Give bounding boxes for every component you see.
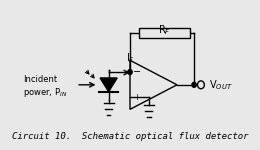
Text: I$_F$: I$_F$	[126, 51, 134, 65]
Text: V$_{OUT}$: V$_{OUT}$	[209, 78, 232, 92]
Text: −: −	[133, 67, 141, 76]
Text: Circuit 10.  Schematic optical flux detector: Circuit 10. Schematic optical flux detec…	[12, 132, 248, 141]
Bar	[139, 28, 190, 38]
Text: +: +	[133, 93, 140, 102]
Circle shape	[128, 70, 132, 75]
Circle shape	[192, 82, 196, 87]
Text: R$_F$: R$_F$	[158, 23, 171, 37]
Polygon shape	[100, 78, 117, 92]
Text: Incident
power, P$_{IN}$: Incident power, P$_{IN}$	[23, 75, 68, 99]
